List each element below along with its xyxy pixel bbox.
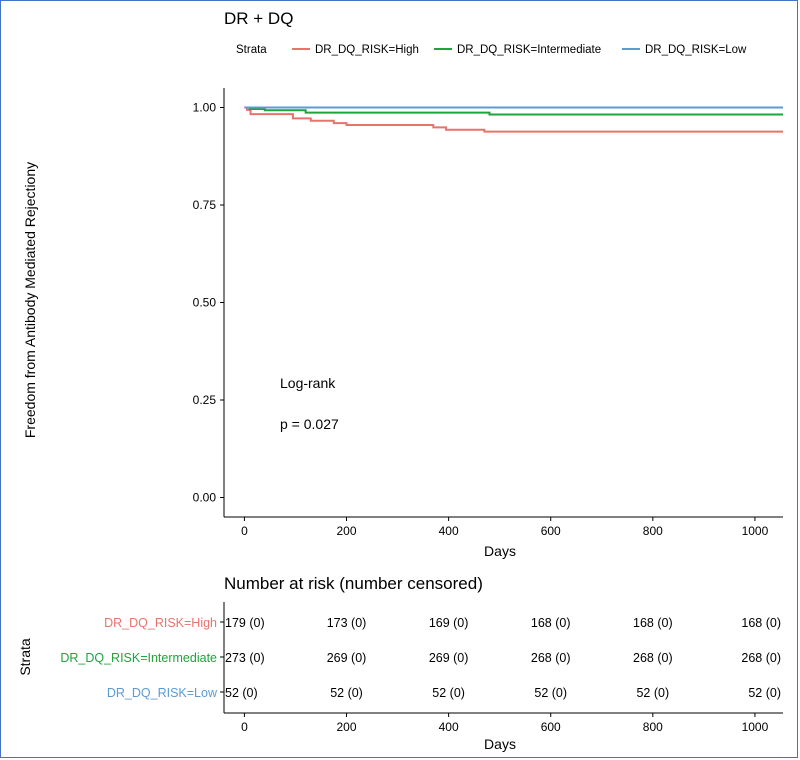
risk-cell: 168 (0): [531, 616, 571, 630]
logrank-label: Log-rank: [280, 375, 336, 391]
risk-table-title: Number at risk (number censored): [224, 574, 483, 593]
x-tick-label: 1000: [742, 524, 769, 538]
x-tick-label: 600: [541, 524, 561, 538]
risk-x-tick-label: 600: [541, 720, 561, 734]
risk-strata-label: Strata: [17, 638, 33, 676]
main-plot: 0.00 0.25 0.50 0.75 1.00 0 200 400 600 800 1000 D…: [22, 88, 783, 559]
risk-cell: 52 (0): [534, 686, 567, 700]
risk-row-label: DR_DQ_RISK=High: [104, 616, 217, 630]
legend-title: Strata: [236, 44, 267, 56]
risk-cell: 52 (0): [748, 686, 781, 700]
risk-cell: 269 (0): [327, 651, 367, 665]
risk-row-label: DR_DQ_RISK=Intermediate: [60, 651, 217, 665]
y-tick-label: 0.75: [193, 198, 217, 212]
series-line-high: [244, 106, 783, 133]
risk-x-tick-label: 200: [337, 720, 357, 734]
x-tick-label: 400: [439, 524, 459, 538]
risk-cell: 179 (0): [225, 616, 265, 630]
y-tick-label: 0.50: [193, 296, 217, 310]
x-tick-label: 800: [643, 524, 663, 538]
risk-cell: 268 (0): [741, 651, 781, 665]
risk-cell: 268 (0): [633, 651, 673, 665]
risk-cell: 168 (0): [741, 616, 781, 630]
series-line-intermediate: [244, 106, 783, 116]
y-axis-label: Freedom from Antibody Mediated Rejection…: [22, 162, 38, 438]
risk-cell: 173 (0): [327, 616, 367, 630]
x-axis-label: Days: [484, 543, 516, 559]
risk-cell: 52 (0): [225, 686, 258, 700]
risk-x-axis-label: Days: [484, 736, 516, 752]
risk-cell: 268 (0): [531, 651, 571, 665]
risk-cell: 269 (0): [429, 651, 469, 665]
risk-cell: 273 (0): [225, 651, 265, 665]
risk-row-label: DR_DQ_RISK=Low: [107, 686, 218, 700]
risk-x-tick-label: 0: [241, 720, 248, 734]
y-tick-label: 1.00: [193, 101, 217, 115]
risk-x-tick-label: 800: [643, 720, 663, 734]
risk-table: Number at risk (number censored) Strata …: [17, 574, 783, 752]
risk-cell: 168 (0): [633, 616, 673, 630]
x-tick-label: 0: [241, 524, 248, 538]
risk-cell: 52 (0): [330, 686, 363, 700]
risk-cell: 169 (0): [429, 616, 469, 630]
x-tick-label: 200: [337, 524, 357, 538]
risk-cell: 52 (0): [432, 686, 465, 700]
y-tick-label: 0.00: [193, 491, 217, 505]
chart-title: DR + DQ: [224, 9, 293, 28]
legend-item-label: DR_DQ_RISK=High: [315, 44, 419, 56]
y-tick-label: 0.25: [193, 393, 217, 407]
risk-x-tick-label: 1000: [742, 720, 769, 734]
pvalue-label: p = 0.027: [280, 416, 339, 432]
legend-item-label: DR_DQ_RISK=Low: [645, 44, 747, 56]
legend-item-label: DR_DQ_RISK=Intermediate: [457, 44, 601, 56]
risk-cell: 52 (0): [636, 686, 669, 700]
legend: Strata DR_DQ_RISK=High DR_DQ_RISK=Interme…: [236, 44, 747, 56]
risk-x-tick-label: 400: [439, 720, 459, 734]
